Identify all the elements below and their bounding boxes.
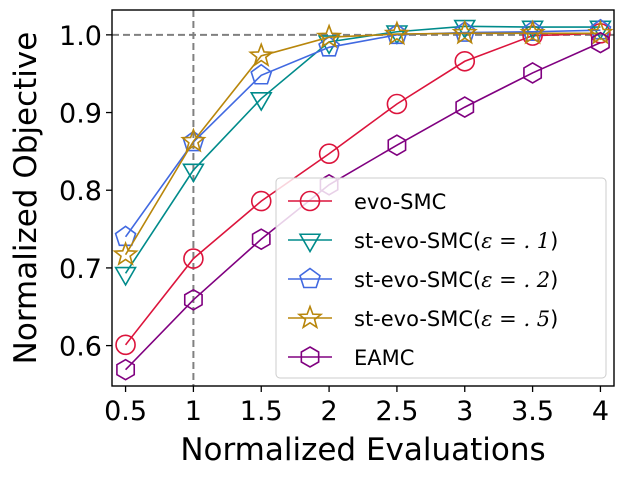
legend-marker (299, 190, 321, 212)
data-point (250, 63, 273, 85)
legend-item: st-evo-SMC(ε = . 1) (288, 229, 558, 254)
x-tick-label: 3.5 (511, 396, 554, 427)
series-line (124, 25, 601, 274)
data-point (383, 20, 411, 46)
legend-item: st-evo-SMC(ε = . 5) (288, 304, 558, 331)
data-point (248, 42, 275, 68)
data-point (587, 19, 614, 45)
x-tick-label: 2 (320, 396, 337, 427)
data-point (183, 288, 203, 311)
axis-ticks: 0.5 1 1.5 2 2.5 3 3.5 4 0.6 0.7 0.8 0.9 1.0 (59, 21, 609, 427)
series-4 (112, 19, 614, 266)
series-line (124, 32, 601, 346)
plot-frame (111, 9, 615, 387)
x-tick-label: 0.5 (104, 396, 147, 427)
legend-marker (296, 304, 324, 330)
data-point (519, 19, 546, 45)
x-tick-label: 3 (456, 396, 473, 427)
legend: evo-SMC st-evo-SMC(ε = . 1) st-evo-SMC(ε =… (275, 177, 607, 379)
data-point (318, 143, 340, 165)
legend-label: st-evo-SMC(ε = . 5) (354, 307, 558, 331)
data-point (386, 93, 408, 115)
y-tick-label: 1.0 (59, 21, 102, 52)
data-point (454, 50, 476, 72)
data-point (453, 21, 476, 42)
legend-label: st-evo-SMC(ε = . 1) (354, 229, 558, 253)
data-point (523, 62, 543, 84)
x-tick-label: 4 (592, 396, 609, 427)
data-point (249, 92, 273, 112)
data-point (180, 127, 207, 153)
series-line (124, 29, 601, 238)
data-point (522, 25, 543, 46)
x-tick-label: 1 (185, 396, 202, 427)
x-tick-label: 1.5 (240, 396, 283, 427)
data-point (521, 20, 544, 42)
data-point (251, 228, 271, 251)
data-point (455, 96, 475, 119)
data-point (114, 266, 137, 287)
y-tick-label: 0.9 (59, 99, 102, 130)
legend-item: evo-SMC (288, 190, 446, 214)
data-point (387, 134, 407, 157)
data-point (250, 190, 272, 212)
data-point (183, 248, 204, 269)
y-tick-label: 0.8 (59, 176, 102, 207)
y-tick-label: 0.6 (59, 332, 102, 363)
data-point (116, 358, 136, 381)
data-point (115, 334, 136, 356)
legend-marker (300, 346, 320, 368)
legend-marker (299, 267, 321, 289)
legend-label: st-evo-SMC(ε = . 2) (354, 268, 558, 292)
legend-item: EAMC (288, 346, 414, 370)
data-series (112, 18, 614, 381)
series-line (124, 41, 601, 371)
data-point (451, 19, 478, 45)
legend-box (275, 177, 607, 379)
y-axis-label: Normalized Objective (8, 32, 44, 365)
legend-item: st-evo-SMC(ε = . 2) (288, 267, 558, 292)
x-axis-label: Normalized Evaluations (180, 432, 545, 468)
data-point (315, 23, 343, 49)
y-tick-label: 0.7 (59, 254, 102, 285)
series-line (124, 32, 601, 256)
legend-marker (298, 233, 322, 254)
legend-label: evo-SMC (354, 190, 446, 214)
legend-label: EAMC (354, 346, 414, 370)
data-point (318, 35, 341, 57)
data-point (112, 240, 139, 266)
x-tick-label: 2.5 (375, 396, 418, 427)
data-point (590, 31, 610, 54)
data-point (182, 163, 205, 184)
